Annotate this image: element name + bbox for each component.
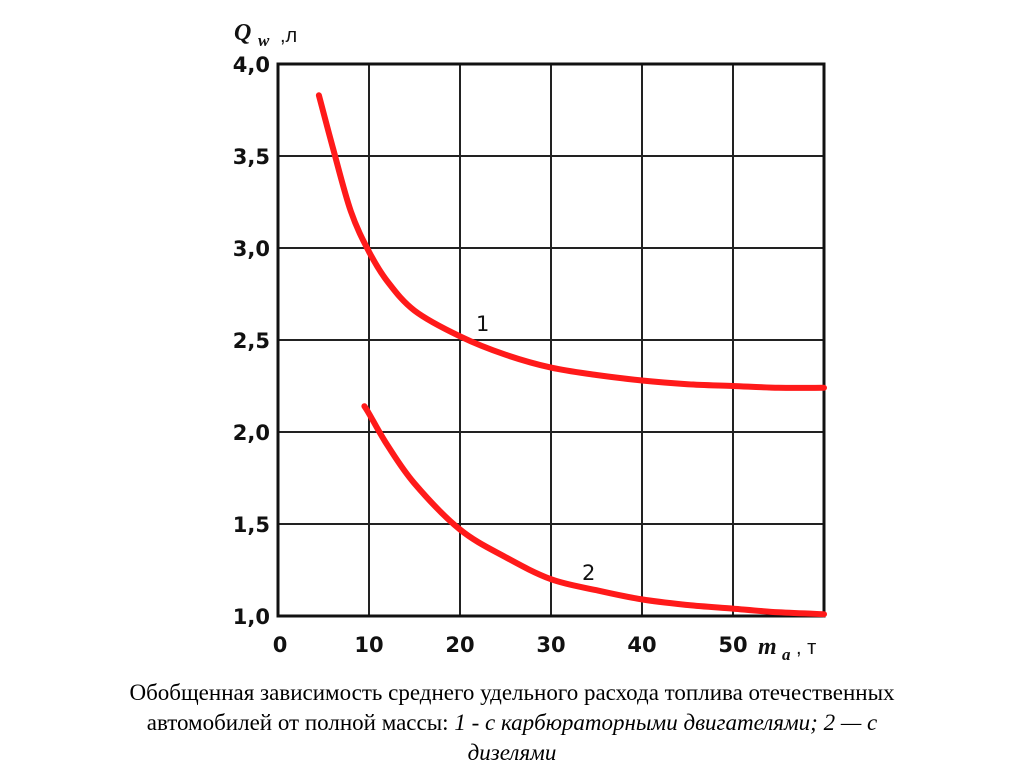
- curve-1-label: 1: [476, 312, 489, 336]
- y-tick-label: 2,5: [233, 329, 270, 353]
- x-axis-unit: , т: [796, 637, 816, 659]
- x-axis-subscript: a: [782, 645, 791, 664]
- caption-line-2-legend: 1 - с карбюраторными двигателями; 2 — с: [454, 710, 878, 735]
- curve-2-label: 2: [582, 561, 595, 585]
- y-tick-label: 1,0: [233, 605, 270, 629]
- x-tick-label: 30: [536, 633, 565, 657]
- series-line-2: [361, 403, 827, 618]
- figure-caption: Обобщенная зависимость среднего удельног…: [0, 678, 1024, 768]
- x-tick-label: 40: [627, 633, 656, 657]
- x-tick-labels: 0 10 20 30 40 50: [273, 633, 748, 657]
- y-tick-label: 3,5: [233, 145, 270, 169]
- x-tick-label: 20: [445, 633, 474, 657]
- plot-frame: [276, 62, 826, 618]
- x-tick-label: 10: [354, 633, 383, 657]
- y-tick-labels: 4,0 3,5 3,0 2,5 2,0 1,5 1,0: [233, 53, 270, 629]
- y-tick-label: 3,0: [233, 237, 270, 261]
- x-tick-label: 0: [273, 633, 288, 657]
- series-line-1: [315, 92, 827, 391]
- x-tick-label: 50: [718, 633, 747, 657]
- caption-line-2: автомобилей от полной массы: 1 - с карбю…: [0, 708, 1024, 738]
- caption-line-3: дизелями: [467, 740, 557, 765]
- caption-line-2-text: автомобилей от полной массы:: [146, 710, 455, 735]
- caption-line-1: Обобщенная зависимость среднего удельног…: [129, 680, 895, 705]
- y-axis-unit: ,л: [280, 25, 297, 47]
- fuel-consumption-chart: 4,0 3,5 3,0 2,5 2,0 1,5 1,0 0 10 20 30 40 50 Q w ,л…: [233, 20, 827, 664]
- y-tick-label: 2,0: [233, 421, 270, 445]
- y-tick-label: 4,0: [233, 53, 270, 77]
- horizontal-gridlines: [278, 155, 824, 525]
- data-curves: [315, 92, 827, 618]
- y-tick-label: 1,5: [233, 513, 270, 537]
- x-axis-symbol: m: [758, 634, 777, 660]
- y-axis-subscript: w: [258, 31, 270, 50]
- y-axis-symbol: Q: [234, 20, 251, 46]
